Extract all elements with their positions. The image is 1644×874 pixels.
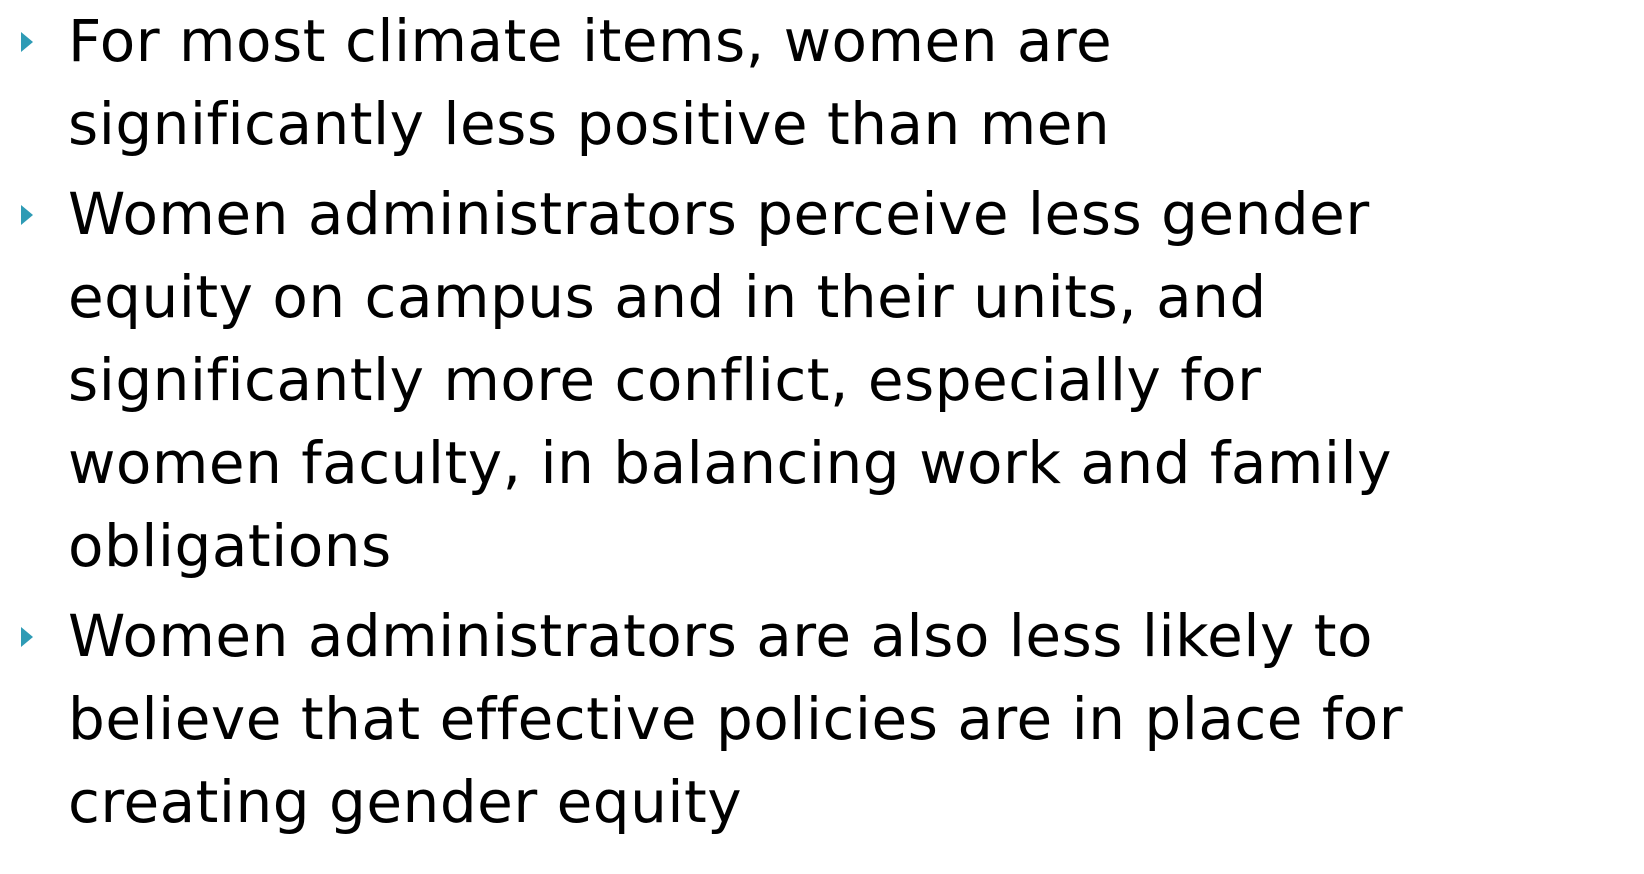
- bullet-marker: [21, 32, 33, 52]
- text-line: Women administrators are also less likel…: [68, 602, 1373, 670]
- bullet-triangle: [21, 205, 33, 225]
- text-line: women faculty, in balancing work and fam…: [68, 429, 1392, 497]
- bullet-item: For most climate items, women are signifi…: [0, 0, 1644, 166]
- bullet-triangle: [21, 32, 33, 52]
- bullet-item: Women administrators are also less likel…: [0, 595, 1644, 844]
- text-line: For most climate items, women are: [68, 7, 1113, 75]
- text-line: creating gender equity: [68, 768, 743, 836]
- text-line: equity on campus and in their units, and: [68, 263, 1267, 331]
- text-line: Women administrators perceive less gende…: [68, 180, 1370, 248]
- bullet-text: Women administrators perceive less gende…: [68, 173, 1392, 588]
- bullet-marker: [21, 205, 33, 225]
- bullet-text: Women administrators are also less likel…: [68, 595, 1403, 844]
- text-line: believe that effective policies are in p…: [68, 685, 1404, 753]
- text-line: significantly more conflict, especially …: [68, 346, 1262, 414]
- text-line: significantly less positive than men: [68, 90, 1111, 158]
- bullet-item: Women administrators perceive less gende…: [0, 173, 1644, 588]
- bullet-triangle: [21, 627, 33, 647]
- bullet-text: For most climate items, women are signifi…: [68, 0, 1112, 166]
- text-line: obligations: [68, 512, 392, 580]
- bullet-marker: [21, 627, 33, 647]
